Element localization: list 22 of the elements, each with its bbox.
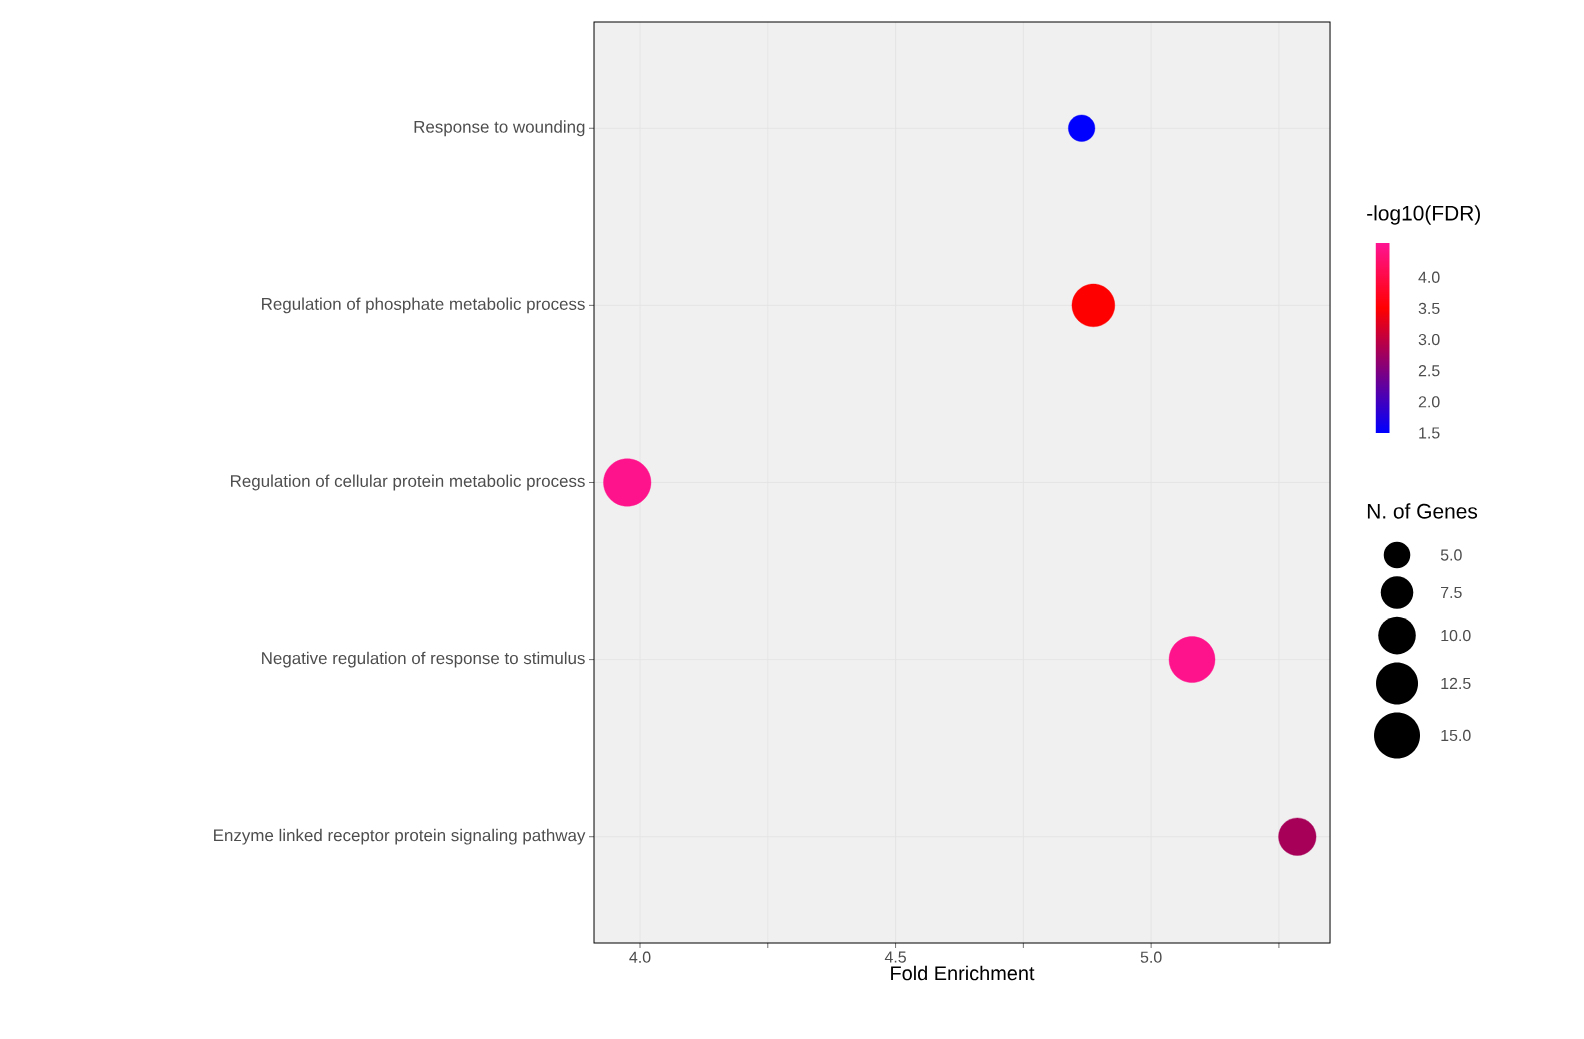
color-bar-label: 3.0 [1418,333,1440,346]
y-tick-label: Response to wounding [414,120,585,137]
legend-label: 15.0 [1441,729,1471,742]
y-tick-label: Regulation of cellular protein metabolic process [231,474,585,491]
color-bar-label: 2.0 [1418,396,1440,408]
color-bar-label: 2.5 [1418,365,1440,377]
legend-label: 7.5 [1441,586,1462,599]
color-bar-label: 3.5 [1418,302,1440,315]
x-tick-label: 4.5 [884,951,906,963]
x-tick-label: 5.0 [1140,951,1162,963]
y-tick-label: Negative regulation of response to stimulus [262,651,585,668]
legend-label: 5.0 [1440,549,1462,561]
legend-title: N. of Genes [1367,503,1478,519]
x-tick-label: 4.0 [629,951,651,963]
y-tick-label: Regulation of phosphate metabolic process [262,297,585,314]
legend-label: 10.0 [1441,629,1471,642]
color-bar-label: 4.0 [1418,271,1440,283]
color-bar-label: 1.5 [1419,427,1440,439]
color-bar-title: -log10(FDR) [1367,205,1480,225]
y-tick-label: Enzyme linked receptor protein signaling pathway [214,828,586,845]
x-axis-title: Fold Enrichment [891,965,1035,981]
legend-label: 12.5 [1441,677,1471,690]
